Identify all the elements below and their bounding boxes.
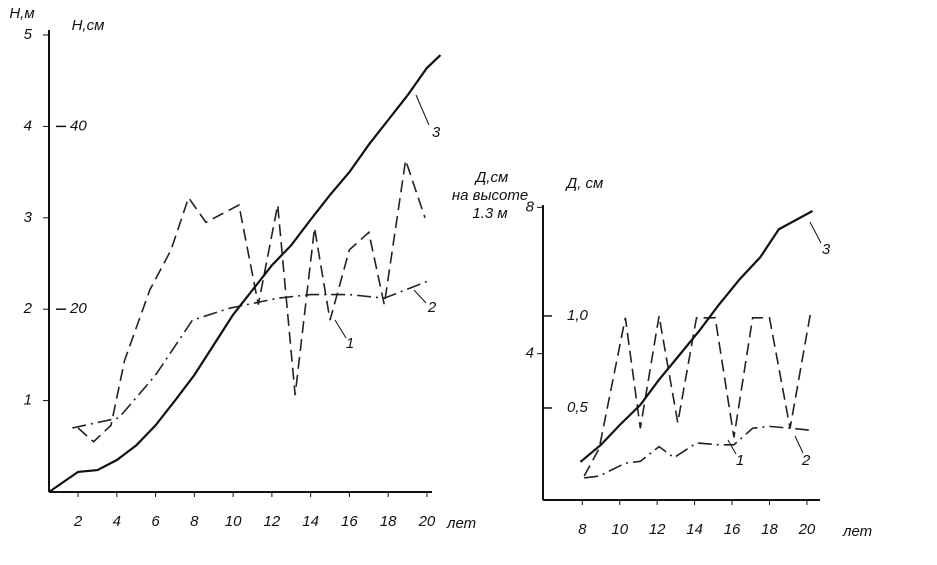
series-line [72, 279, 432, 429]
label-leader [415, 94, 430, 126]
x-tick-label: 20 [798, 521, 816, 538]
x-tick-label: 12 [264, 513, 281, 530]
y-tick-label: 4 [526, 345, 534, 362]
x-tick-label: 18 [761, 521, 778, 538]
x-tick-label: 6 [151, 513, 160, 530]
y2-tick-label: 20 [69, 300, 87, 317]
x-tick-label: 20 [418, 513, 436, 530]
series-line [77, 159, 426, 443]
x-axis-title: лет [446, 515, 476, 532]
x-tick-label: 4 [113, 513, 121, 530]
series-label: 2 [427, 299, 437, 316]
label-leader [809, 221, 822, 244]
series-label: 1 [346, 335, 354, 352]
y2-tick-label: 0,5 [567, 399, 589, 416]
y-tick-label: 3 [24, 209, 33, 226]
y-axis-title: 1.3 м [472, 205, 507, 222]
y2-tick-label: 40 [70, 117, 87, 134]
y-tick-label: 8 [526, 198, 535, 215]
y-tick-label: 4 [24, 117, 32, 134]
series-label: 3 [822, 241, 831, 258]
y-tick-label: 2 [23, 300, 33, 317]
y-tick-label: 1 [24, 392, 32, 409]
y-axis-title: Д,см [474, 169, 509, 186]
series-line [583, 312, 812, 477]
y-axis-title: Н,м [9, 5, 34, 22]
y-tick-label: 5 [24, 26, 33, 43]
x-axis-title: лет [842, 523, 872, 540]
x-tick-label: 8 [578, 521, 587, 538]
label-leader [413, 289, 427, 304]
x-tick-label: 8 [190, 513, 199, 530]
x-tick-label: 18 [380, 513, 397, 530]
series-line [48, 54, 442, 493]
y2-tick-label: 1,0 [567, 307, 589, 324]
x-tick-label: 16 [341, 513, 358, 530]
series-line [579, 210, 814, 463]
y2-axis-title: Д, см [565, 175, 604, 192]
series-label: 3 [432, 124, 441, 141]
x-tick-label: 10 [225, 513, 242, 530]
x-tick-label: 10 [611, 521, 628, 538]
y-axis-title: на высоте [452, 187, 528, 204]
series-label: 2 [801, 452, 811, 469]
label-leader [727, 439, 737, 455]
series-label: 1 [736, 452, 744, 469]
x-tick-label: 16 [724, 521, 741, 538]
x-tick-label: 2 [73, 513, 83, 530]
label-leader [794, 435, 804, 454]
series-line [584, 425, 809, 479]
x-tick-label: 14 [302, 513, 319, 530]
label-leader [334, 319, 347, 339]
x-tick-label: 14 [686, 521, 703, 538]
y2-axis-title: Н,см [72, 17, 105, 34]
x-tick-label: 12 [649, 521, 666, 538]
